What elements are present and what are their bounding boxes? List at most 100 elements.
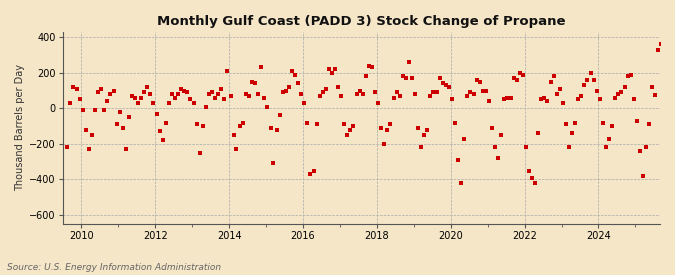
Point [83,147,94,152]
Point [542,99,553,103]
Point [99,108,109,112]
Point [351,92,362,96]
Point [404,60,414,64]
Point [668,124,675,128]
Point [434,76,445,80]
Point [132,101,143,105]
Point [327,71,338,75]
Point [441,83,452,87]
Point [551,92,562,96]
Point [336,94,347,98]
Point [564,145,574,150]
Point [481,88,491,93]
Point [462,94,473,98]
Point [634,149,645,153]
Point [573,97,584,102]
Point [92,90,103,95]
Point [431,90,442,95]
Point [105,92,116,96]
Point [505,95,516,100]
Point [155,129,165,134]
Point [394,94,405,98]
Point [185,97,196,102]
Point [120,147,131,152]
Point [570,120,580,125]
Point [419,133,430,137]
Y-axis label: Thousand Barrels per Day: Thousand Barrels per Day [15,64,25,191]
Point [539,95,549,100]
Point [459,136,470,141]
Point [499,97,510,102]
Point [603,136,614,141]
Point [379,142,389,146]
Point [465,90,476,95]
Point [443,85,454,89]
Point [62,145,73,150]
Point [333,85,344,89]
Point [96,87,107,91]
Point [364,64,375,68]
Point [262,104,273,109]
Point [520,145,531,150]
Point [237,120,248,125]
Point [256,65,267,70]
Point [78,108,88,112]
Point [151,111,162,116]
Point [484,99,495,103]
Point [321,87,331,91]
Point [422,127,433,132]
Point [287,69,298,73]
Point [456,181,466,185]
Point [250,81,261,86]
Point [631,119,642,123]
Point [554,87,565,91]
Point [219,97,230,102]
Point [213,92,223,96]
Point [370,90,381,95]
Point [302,120,313,125]
Point [662,85,673,89]
Point [526,175,537,180]
Point [161,120,171,125]
Point [277,90,288,95]
Point [299,101,310,105]
Point [191,122,202,127]
Point [637,174,648,178]
Point [246,79,257,84]
Point [489,145,500,150]
Point [601,145,612,150]
Point [579,83,590,87]
Point [487,126,497,130]
Point [585,71,596,75]
Point [536,97,547,102]
Point [197,124,208,128]
Point [496,133,507,137]
Point [625,72,636,77]
Point [114,110,125,114]
Point [139,90,150,95]
Point [136,95,146,100]
Point [117,126,128,130]
Point [317,90,328,95]
Point [659,71,670,75]
Point [373,101,383,105]
Point [382,127,393,132]
Point [323,67,334,72]
Point [653,48,664,52]
Point [597,120,608,125]
Point [545,79,556,84]
Point [613,92,624,96]
Point [647,85,657,89]
Point [231,147,242,152]
Point [142,85,153,89]
Point [157,138,168,142]
Point [228,133,239,137]
Point [475,79,485,84]
Point [582,78,593,82]
Point [643,122,654,127]
Point [641,145,651,150]
Point [406,76,417,80]
Point [284,85,294,89]
Point [502,95,513,100]
Point [530,181,541,185]
